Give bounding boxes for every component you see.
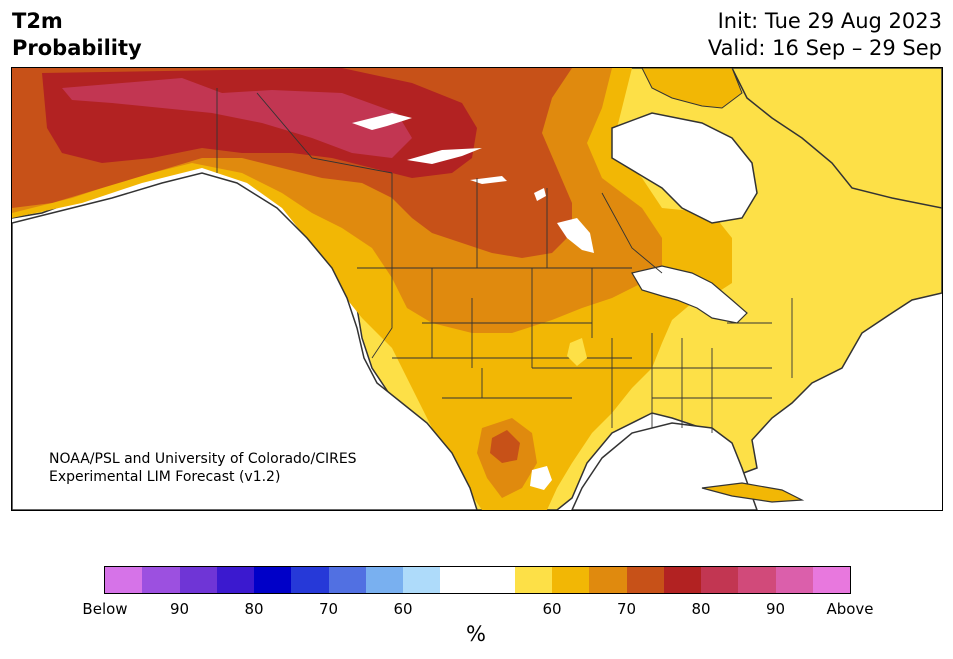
product-label: Probability — [12, 36, 142, 60]
colorbar-tick-label: 70 — [318, 600, 339, 618]
greenland-coast — [731, 68, 942, 209]
political-boundaries — [216, 88, 793, 433]
map-title: T2m Probability — [12, 8, 142, 62]
colorbar-cell — [365, 567, 403, 593]
lake-athabasca — [470, 176, 507, 184]
colorbar-cell — [403, 567, 441, 593]
colorbar-tick-label: 80 — [244, 600, 264, 618]
colorbar-tick-label: 90 — [169, 600, 190, 618]
init-date: Init: Tue 29 Aug 2023 — [717, 9, 942, 33]
colorbar-cell — [812, 567, 850, 593]
credit-text: NOAA/PSL and University of Colorado/CIRE… — [49, 450, 357, 486]
colorbar-cell — [328, 567, 366, 593]
colorbar-cell — [477, 567, 515, 593]
lake-manitoba — [534, 188, 546, 201]
colorbar-tick-label: 80 — [691, 600, 711, 618]
colorbar-cell — [663, 567, 701, 593]
colorbar-cell — [514, 567, 552, 593]
colorbar-unit: % — [466, 622, 486, 646]
mexico-white-spot — [530, 466, 552, 490]
great-slave-lake — [407, 148, 482, 164]
colorbar-tick-label: Above — [826, 600, 874, 618]
great-bear-lake — [352, 113, 412, 130]
colorbar-cell — [216, 567, 254, 593]
colorbar-cell — [738, 567, 776, 593]
mexico-dark-orange-area — [490, 430, 520, 463]
colorbar-cell — [701, 567, 739, 593]
colorbar-cell — [440, 567, 478, 593]
greenland-gold-coast — [641, 68, 743, 109]
lake-winnipeg — [557, 218, 594, 253]
colorbar-cell — [775, 567, 813, 593]
hudson-bay — [611, 112, 758, 224]
cuba — [701, 482, 805, 503]
colorbar-cell — [626, 567, 664, 593]
credit-line-2: Experimental LIM Forecast (v1.2) — [49, 469, 281, 485]
colorbar-cell — [179, 567, 217, 593]
colorbar — [104, 566, 851, 594]
colorbar-cell — [589, 567, 627, 593]
colorbar-cell — [142, 567, 180, 593]
colorbar-cell — [254, 567, 292, 593]
credit-line-1: NOAA/PSL and University of Colorado/CIRE… — [49, 451, 357, 467]
colorbar-tick-label: 90 — [765, 600, 786, 618]
plains-pale-spot — [567, 338, 587, 366]
colorbar-tick-label: 60 — [542, 600, 562, 618]
colorbar-tick-label: 70 — [616, 600, 637, 618]
variable-label: T2m — [12, 9, 63, 33]
colorbar-cell — [105, 567, 143, 593]
land-crimson-region — [62, 78, 412, 158]
forecast-dates: Init: Tue 29 Aug 2023 Valid: 16 Sep – 29… — [708, 8, 942, 62]
colorbar-cell — [552, 567, 590, 593]
valid-period: Valid: 16 Sep – 29 Sep — [707, 36, 942, 60]
pacific-ocean — [12, 172, 478, 510]
colorbar-tick-label: Below — [82, 600, 128, 618]
colorbar-tick-label: 60 — [393, 600, 413, 618]
probability-map: NOAA/PSL and University of Colorado/CIRE… — [11, 67, 943, 511]
map-canvas — [12, 68, 942, 510]
colorbar-cell — [291, 567, 329, 593]
